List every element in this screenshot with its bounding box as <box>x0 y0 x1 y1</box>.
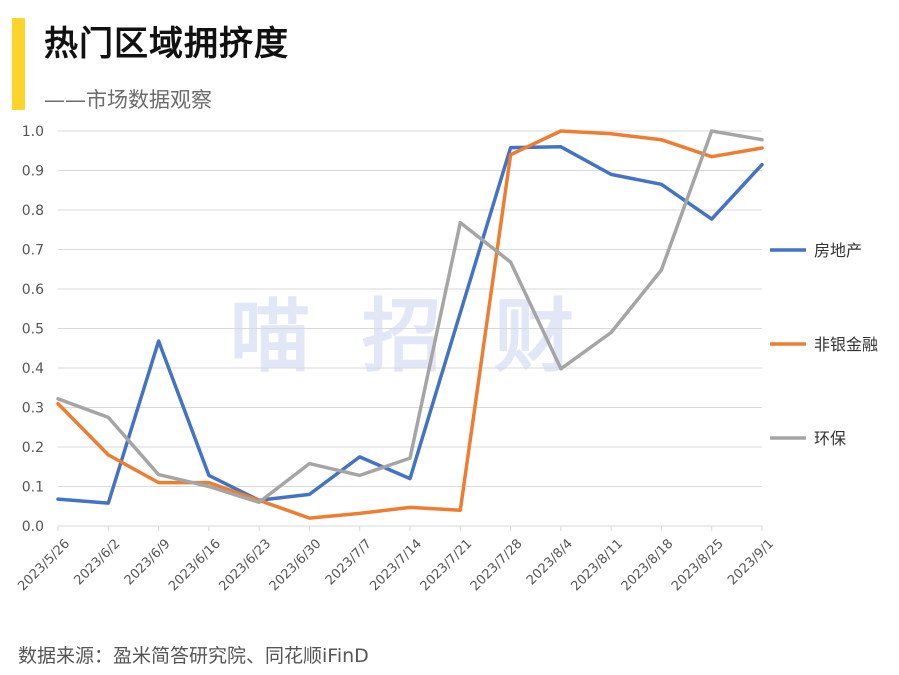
y-tick-label: 0.4 <box>22 361 44 377</box>
x-tick-label: 2023/6/16 <box>166 536 224 594</box>
x-tick-label: 2023/7/7 <box>323 536 375 588</box>
y-tick-label: 0.0 <box>22 519 44 535</box>
x-tick-label: 2023/7/14 <box>367 536 425 594</box>
series-lines <box>56 129 764 520</box>
grid-lines <box>57 130 763 531</box>
y-tick-label: 0.7 <box>22 243 44 259</box>
legend-label: 房地产 <box>814 241 862 260</box>
x-tick-label: 2023/6/9 <box>122 536 174 588</box>
x-tick-label: 2023/9/1 <box>725 536 777 588</box>
legend-label: 非银金融 <box>814 335 878 354</box>
y-axis-ticks: 0.0 0.1 0.2 0.3 0.4 0.5 0.6 0.7 0.8 0.9 1.0 <box>22 124 44 535</box>
x-axis-ticks: 2023/5/262023/6/22023/6/92023/6/162023/6… <box>15 536 777 594</box>
series-line-0 <box>56 145 764 505</box>
x-tick-label: 2023/6/30 <box>267 536 325 594</box>
x-tick-label: 2023/8/4 <box>524 536 576 588</box>
x-tick-label: 2023/5/26 <box>15 536 73 594</box>
y-tick-label: 0.5 <box>22 322 44 338</box>
source-note: 数据来源：盈米简答研究院、同花顺iFinD <box>18 645 369 667</box>
y-tick-label: 0.8 <box>22 203 44 219</box>
x-tick-label: 2023/8/25 <box>669 536 727 594</box>
accent-bar <box>12 18 25 110</box>
y-tick-label: 0.1 <box>22 480 44 496</box>
y-tick-label: 0.2 <box>22 440 44 456</box>
x-tick-label: 2023/8/18 <box>619 536 677 594</box>
chart-title: 热门区域拥挤度 <box>44 24 289 64</box>
y-tick-label: 0.9 <box>22 164 44 180</box>
legend-label: 环保 <box>814 429 846 448</box>
chart-subtitle: ——市场数据观察 <box>44 88 212 112</box>
x-tick-label: 2023/6/2 <box>71 536 123 588</box>
y-tick-label: 0.6 <box>22 282 44 298</box>
x-tick-label: 2023/7/21 <box>418 536 476 594</box>
y-tick-label: 1.0 <box>22 124 44 140</box>
series-line-1 <box>56 129 764 520</box>
x-tick-label: 2023/7/28 <box>468 536 526 594</box>
x-tick-label: 2023/6/23 <box>216 536 274 594</box>
y-tick-label: 0.3 <box>22 401 44 417</box>
x-tick-label: 2023/8/11 <box>568 536 626 594</box>
